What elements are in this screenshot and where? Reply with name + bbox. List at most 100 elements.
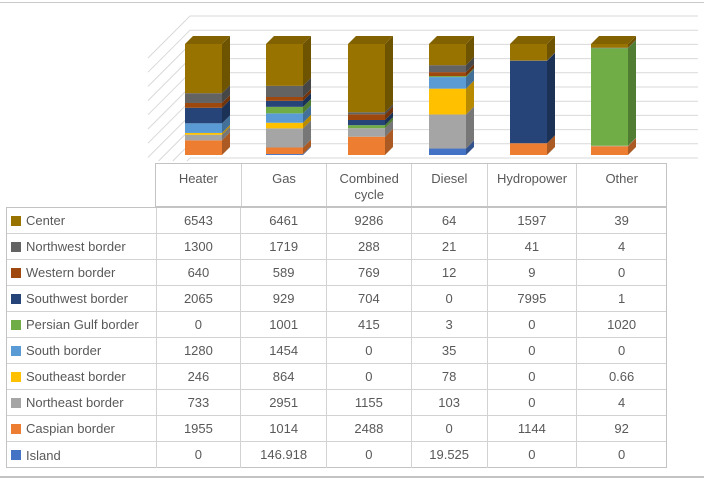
table-header-cell-combined-cycle: Combined cycle <box>326 164 411 206</box>
legend-key-icon-caspian-border <box>11 423 21 434</box>
legend-key-icon-south-border <box>11 345 21 356</box>
series-label: Northwest border <box>26 239 126 254</box>
value-cell: 0.66 <box>576 364 666 389</box>
value-cell: 4 <box>576 234 666 259</box>
value-cell: 415 <box>326 312 411 337</box>
legend-key-icon-northeast-border <box>11 397 21 408</box>
value-cell: 733 <box>155 390 241 415</box>
bar-combined-cycle <box>348 36 393 155</box>
value-cell: 1001 <box>240 312 326 337</box>
row-label-cell: Center <box>7 208 156 233</box>
value-cell: 9286 <box>326 208 411 233</box>
value-cell: 1 <box>576 286 666 311</box>
bar-heater <box>185 36 230 155</box>
value-cell: 1719 <box>240 234 326 259</box>
row-label-cell: Caspian border <box>7 416 156 441</box>
table-header-cell-hydropower: Hydropower <box>486 164 577 206</box>
row-label-cell: Persian Gulf border <box>7 312 156 337</box>
value-cell: 0 <box>486 338 577 363</box>
value-cell: 1454 <box>240 338 326 363</box>
window-bottom-border <box>0 476 704 478</box>
table-header-cell-diesel: Diesel <box>411 164 487 206</box>
legend-key-icon-persian-gulf-border <box>11 319 21 330</box>
bar-other <box>591 36 636 155</box>
value-cell: 6543 <box>155 208 241 233</box>
value-cell: 7995 <box>486 286 577 311</box>
value-cell: 0 <box>486 390 577 415</box>
row-label-cell: Southwest border <box>7 286 156 311</box>
row-label-cell: Northeast border <box>7 390 156 415</box>
value-cell: 0 <box>326 442 411 468</box>
value-cell: 3 <box>410 312 487 337</box>
legend-key-icon-island <box>11 450 21 460</box>
value-cell: 21 <box>410 234 487 259</box>
value-cell: 704 <box>326 286 411 311</box>
chart-bars <box>185 36 636 155</box>
value-cell: 1955 <box>155 416 241 441</box>
value-cell: 1014 <box>240 416 326 441</box>
series-label: Persian Gulf border <box>26 317 139 332</box>
value-cell: 1144 <box>486 416 577 441</box>
bar-gas <box>266 36 311 155</box>
table-row-caspian-border: Caspian border 1955 1014 2488 0 1144 92 <box>7 416 666 442</box>
row-label-cell: Western border <box>7 260 156 285</box>
window-top-border <box>0 2 704 3</box>
table-row-island: Island 0 146.918 0 19.525 0 0 <box>7 442 666 468</box>
value-cell: 103 <box>410 390 487 415</box>
value-cell: 0 <box>576 442 666 468</box>
value-cell: 41 <box>486 234 577 259</box>
value-cell: 2951 <box>240 390 326 415</box>
table-header-row: Heater Gas Combined cycle Diesel Hydropo… <box>155 163 667 207</box>
series-label: Western border <box>26 265 116 280</box>
legend-key-icon-northwest-border <box>11 241 21 252</box>
table-header-cell-gas: Gas <box>240 164 327 206</box>
row-label-cell: South border <box>7 338 156 363</box>
series-label: Southeast border <box>26 369 126 384</box>
bar-diesel <box>429 36 474 155</box>
series-label: Caspian border <box>26 421 115 436</box>
series-label: Center <box>26 213 66 228</box>
value-cell: 1020 <box>576 312 666 337</box>
value-cell: 288 <box>326 234 411 259</box>
legend-key-icon-southeast-border <box>11 371 21 382</box>
value-cell: 12 <box>410 260 487 285</box>
value-cell: 39 <box>576 208 666 233</box>
value-cell: 0 <box>486 442 577 468</box>
table-row-northeast-border: Northeast border 733 2951 1155 103 0 4 <box>7 390 666 416</box>
value-cell: 0 <box>410 416 487 441</box>
series-label: Island <box>26 447 61 463</box>
series-label: Southwest border <box>26 291 128 306</box>
table-row-center: Center 6543 6461 9286 64 1597 39 <box>7 208 666 234</box>
value-cell: 864 <box>240 364 326 389</box>
value-cell: 246 <box>155 364 241 389</box>
value-cell: 0 <box>410 286 487 311</box>
series-label: Northeast border <box>26 395 124 410</box>
value-cell: 0 <box>576 338 666 363</box>
stacked-column-chart <box>147 15 698 162</box>
value-cell: 92 <box>576 416 666 441</box>
legend-key-icon-center <box>11 215 21 226</box>
table-row-southwest-border: Southwest border 2065 929 704 0 7995 1 <box>7 286 666 312</box>
value-cell: 0 <box>326 364 411 389</box>
value-cell: 4 <box>576 390 666 415</box>
value-cell: 146.918 <box>240 442 326 468</box>
table-row-persian-gulf-border: Persian Gulf border 0 1001 415 3 0 1020 <box>7 312 666 338</box>
series-label: South border <box>26 343 102 358</box>
value-cell: 0 <box>486 312 577 337</box>
table-row-southeast-border: Southeast border 246 864 0 78 0 0.66 <box>7 364 666 390</box>
value-cell: 35 <box>410 338 487 363</box>
value-cell: 0 <box>326 338 411 363</box>
table-row-northwest-border: Northwest border 1300 1719 288 21 41 4 <box>7 234 666 260</box>
value-cell: 2488 <box>326 416 411 441</box>
value-cell: 0 <box>155 442 241 468</box>
row-label-cell: Southeast border <box>7 364 156 389</box>
bar-hydropower <box>510 36 555 155</box>
value-cell: 9 <box>486 260 577 285</box>
value-cell: 1300 <box>155 234 241 259</box>
table-row-south-border: South border 1280 1454 0 35 0 0 <box>7 338 666 364</box>
value-cell: 1597 <box>486 208 577 233</box>
value-cell: 19.525 <box>410 442 487 468</box>
value-cell: 929 <box>240 286 326 311</box>
table-header-cell-other: Other <box>576 164 666 206</box>
